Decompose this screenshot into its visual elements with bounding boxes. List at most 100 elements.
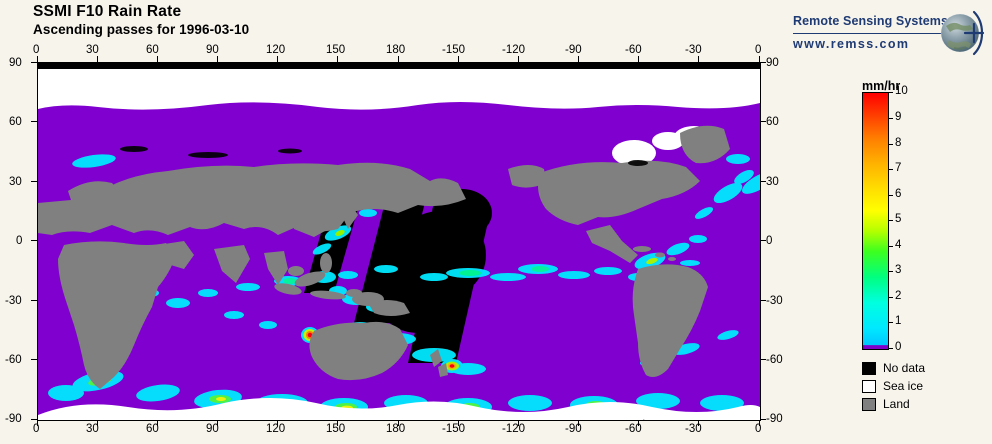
logo-website: www.remss.com <box>793 37 910 51</box>
x-axis-bottom-tick-6: 180 <box>386 423 406 435</box>
tick-top-5 <box>337 56 338 62</box>
y-axis-right-tick-3: 0 <box>766 235 773 247</box>
tick-bottom-2 <box>157 420 158 426</box>
tick-left-2 <box>31 181 37 182</box>
sea-ice-swatch-icon <box>862 379 876 393</box>
x-axis-bottom-tick-1: 30 <box>86 423 99 435</box>
colorbar-label-8: 8 <box>895 137 902 149</box>
y-axis-left-tick-3: 0 <box>16 235 23 247</box>
colorbar-tick-8 <box>888 144 893 145</box>
logo-org-name: Remote Sensing Systems <box>793 14 949 28</box>
legend-label-land: Land <box>883 397 910 411</box>
tick-left-1 <box>31 121 37 122</box>
tick-top-9 <box>578 56 579 62</box>
tick-right-2 <box>760 181 766 182</box>
y-axis-right-tick-4: -30 <box>766 295 783 307</box>
tick-right-3 <box>760 240 766 241</box>
tick-top-4 <box>277 56 278 62</box>
tick-top-7 <box>458 56 459 62</box>
x-axis-top-tick-8: -120 <box>502 44 526 56</box>
y-axis-left-tick-4: -30 <box>5 295 22 307</box>
tick-bottom-1 <box>97 420 98 426</box>
y-axis-left-tick-1: 60 <box>9 116 22 128</box>
x-axis-top-tick-0: 0 <box>33 44 40 56</box>
colorbar-tick-3 <box>888 271 893 272</box>
x-axis-top-tick-2: 60 <box>146 44 159 56</box>
map-raster <box>38 63 760 420</box>
tick-right-6 <box>760 419 766 420</box>
land-swatch-icon <box>862 397 876 411</box>
tick-bottom-11 <box>698 420 699 426</box>
tick-top-11 <box>698 56 699 62</box>
tick-bottom-6 <box>398 420 399 426</box>
tick-top-12 <box>759 56 760 62</box>
remss-logo[interactable]: Remote Sensing Systems www.remss.com <box>793 10 985 60</box>
y-axis-left-tick-0: 90 <box>9 57 22 69</box>
tick-left-6 <box>31 419 37 420</box>
legend-label-no-data: No data <box>883 361 926 375</box>
colorbar-label-5: 5 <box>895 213 902 225</box>
colorbar-tick-0 <box>888 348 893 349</box>
x-axis-bottom-tick-0: 0 <box>33 423 40 435</box>
tick-top-1 <box>97 56 98 62</box>
x-axis-top-tick-7: -150 <box>442 44 466 56</box>
colorbar-tick-2 <box>888 297 893 298</box>
x-axis-top-tick-12: 0 <box>755 44 762 56</box>
tick-left-3 <box>31 240 37 241</box>
colorbar-label-0: 0 <box>895 341 902 353</box>
tick-top-10 <box>638 56 639 62</box>
x-axis-top-tick-5: 150 <box>326 44 346 56</box>
tick-left-4 <box>31 300 37 301</box>
x-axis-bottom-tick-2: 60 <box>146 423 159 435</box>
tick-bottom-12 <box>759 420 760 426</box>
colorbar-label-9: 9 <box>895 111 902 123</box>
tick-bottom-3 <box>217 420 218 426</box>
colorbar-label-6: 6 <box>895 188 902 200</box>
tick-left-0 <box>31 62 37 63</box>
colorbar-label-2: 2 <box>895 290 902 302</box>
tick-top-2 <box>157 56 158 62</box>
tick-top-3 <box>217 56 218 62</box>
tick-bottom-10 <box>638 420 639 426</box>
colorbar-label-7: 7 <box>895 162 902 174</box>
colorbar-tick-1 <box>888 322 893 323</box>
x-axis-top-tick-1: 30 <box>86 44 99 56</box>
tick-top-6 <box>398 56 399 62</box>
tick-right-5 <box>760 359 766 360</box>
title-secondary: Ascending passes for 1996-03-10 <box>33 22 250 37</box>
colorbar-tick-9 <box>888 118 893 119</box>
logo-divider <box>793 33 945 34</box>
tick-bottom-4 <box>277 420 278 426</box>
colorbar-tick-6 <box>888 195 893 196</box>
legend-item-sea-ice: Sea ice <box>862 378 925 394</box>
tick-right-0 <box>760 62 766 63</box>
globe-icon <box>940 10 985 56</box>
tick-top-8 <box>518 56 519 62</box>
x-axis-bottom-tick-12: 0 <box>755 423 762 435</box>
no-data-swatch-icon <box>862 361 876 375</box>
title-primary: SSMI F10 Rain Rate <box>33 3 182 20</box>
colorbar-gradient[interactable] <box>862 92 889 350</box>
y-axis-right-tick-1: 60 <box>766 116 779 128</box>
tick-right-1 <box>760 121 766 122</box>
tick-bottom-0 <box>37 420 38 426</box>
tick-left-5 <box>31 359 37 360</box>
colorbar-tick-7 <box>888 169 893 170</box>
colorbar-unit-label: mm/hr <box>862 79 901 93</box>
y-axis-left-tick-5: -60 <box>5 354 22 366</box>
x-axis-bottom-tick-10: -60 <box>625 423 642 435</box>
page-title: SSMI F10 Rain Rate Ascending passes for … <box>33 3 249 38</box>
colorbar-tick-4 <box>888 246 893 247</box>
x-axis-top-tick-9: -90 <box>565 44 582 56</box>
x-axis-bottom-tick-4: 120 <box>266 423 286 435</box>
x-axis-bottom-tick-9: -90 <box>565 423 582 435</box>
x-axis-bottom-tick-8: -120 <box>502 423 526 435</box>
tick-right-4 <box>760 300 766 301</box>
colorbar-tick-10 <box>888 92 893 93</box>
tick-bottom-7 <box>458 420 459 426</box>
y-axis-right-tick-2: 30 <box>766 176 779 188</box>
tick-top-0 <box>37 56 38 62</box>
y-axis-right-tick-5: -60 <box>766 354 783 366</box>
x-axis-top-tick-4: 120 <box>266 44 286 56</box>
rain-rate-map[interactable] <box>37 62 761 421</box>
